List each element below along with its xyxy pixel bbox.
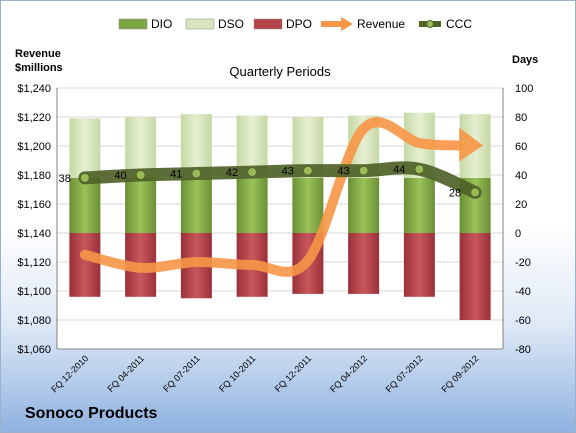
legend-label: CCC <box>446 17 472 31</box>
bar-dio <box>180 177 212 233</box>
bar-dio <box>69 177 101 233</box>
left-tick-label: $1,240 <box>17 83 51 95</box>
category-label: FQ 10-2011 <box>217 353 258 394</box>
right-tick-label: -40 <box>515 286 531 298</box>
left-tick-label: $1,160 <box>17 199 51 211</box>
left-tick-label: $1,100 <box>17 286 51 298</box>
legend: DIO DSO DPO Revenue CCC <box>118 17 472 31</box>
ccc-marker <box>470 187 481 198</box>
ccc-value-label: 28 <box>449 187 461 199</box>
bar-dpo <box>403 233 435 297</box>
left-tick-label: $1,200 <box>17 141 51 153</box>
bar-dio <box>292 177 324 233</box>
bar-dio <box>236 177 268 233</box>
category-label: FQ 12-2011 <box>273 353 314 394</box>
legend-marker-ccc <box>426 20 434 28</box>
ccc-marker <box>135 170 146 180</box>
legend-arrow-revenue <box>341 17 353 31</box>
right-tick-label: -20 <box>515 257 531 269</box>
legend-swatch-dpo <box>253 18 283 30</box>
bar-dso <box>125 117 157 178</box>
left-tick-label: $1,180 <box>17 170 51 182</box>
bar-dpo <box>69 233 101 297</box>
legend-label: DIO <box>151 17 172 31</box>
plot-background <box>57 88 503 349</box>
category-label: FQ 09-2012 <box>440 353 481 394</box>
ccc-marker <box>414 164 425 175</box>
category-label: FQ 04-2011 <box>105 353 146 394</box>
plot-area: 38 40 41 42 43 43 44 28 <box>56 87 504 350</box>
left-tick-label: $1,220 <box>17 112 51 124</box>
category-label: FQ 07-2012 <box>384 353 425 394</box>
ccc-marker <box>247 167 258 178</box>
ccc-marker <box>191 168 202 179</box>
ccc-value-label: 41 <box>170 169 182 181</box>
ccc-value-label: 44 <box>393 164 405 176</box>
ccc-value-label: 43 <box>337 166 349 178</box>
ccc-value-label: 43 <box>282 166 294 178</box>
legend-label: Revenue <box>357 17 405 31</box>
bar-dpo <box>348 233 380 294</box>
category-label: FQ 12-2010 <box>49 353 90 394</box>
right-tick-label: 20 <box>515 199 527 211</box>
bar-dio <box>403 177 435 233</box>
legend-label: DPO <box>286 17 312 31</box>
ccc-marker <box>358 165 369 176</box>
right-tick-label: 80 <box>515 112 527 124</box>
bar-dio <box>348 177 380 233</box>
legend-swatch-dso <box>185 18 215 30</box>
right-tick-label: 40 <box>515 170 527 182</box>
ccc-marker <box>302 165 313 176</box>
ccc-value-label: 38 <box>59 173 71 185</box>
bar-dio <box>125 177 157 233</box>
revenue-line <box>79 117 463 277</box>
ccc-marker <box>79 172 90 183</box>
left-axis-title-line2: $millions <box>15 62 63 74</box>
left-tick-label: $1,060 <box>17 344 51 356</box>
left-tick-label: $1,080 <box>17 315 51 327</box>
right-tick-label: 100 <box>515 83 533 95</box>
legend-swatch-dio <box>118 18 148 30</box>
left-tick-label: $1,120 <box>17 257 51 269</box>
legend-label: DSO <box>218 17 244 31</box>
left-tick-label: $1,140 <box>17 228 51 240</box>
right-tick-label: 0 <box>515 228 521 240</box>
chart-title: Quarterly Periods <box>229 64 331 79</box>
left-axis-title-line1: Revenue <box>15 48 61 60</box>
category-label: FQ 04-2012 <box>328 353 369 394</box>
right-tick-label: -60 <box>515 315 531 327</box>
right-tick-label: 60 <box>515 141 527 153</box>
right-axis-title: Days <box>512 54 538 66</box>
ccc-value-label: 42 <box>226 167 238 179</box>
revenue-arrowhead <box>459 127 484 162</box>
bar-dpo <box>459 233 491 320</box>
company-name: Sonoco Products <box>25 405 158 422</box>
ccc-value-label: 40 <box>114 170 126 182</box>
bar-dso <box>69 118 101 178</box>
category-label: FQ 07-2011 <box>161 353 202 394</box>
right-tick-label: -80 <box>515 344 531 356</box>
